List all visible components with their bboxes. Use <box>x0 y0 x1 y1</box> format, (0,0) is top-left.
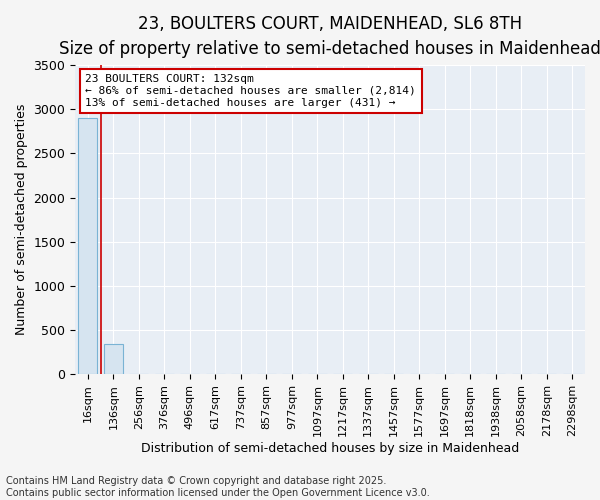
Text: Contains HM Land Registry data © Crown copyright and database right 2025.
Contai: Contains HM Land Registry data © Crown c… <box>6 476 430 498</box>
Y-axis label: Number of semi-detached properties: Number of semi-detached properties <box>15 104 28 336</box>
Bar <box>104 344 123 374</box>
Bar <box>79 118 97 374</box>
X-axis label: Distribution of semi-detached houses by size in Maidenhead: Distribution of semi-detached houses by … <box>141 442 519 455</box>
Title: 23, BOULTERS COURT, MAIDENHEAD, SL6 8TH
Size of property relative to semi-detach: 23, BOULTERS COURT, MAIDENHEAD, SL6 8TH … <box>59 15 600 58</box>
Text: 23 BOULTERS COURT: 132sqm
← 86% of semi-detached houses are smaller (2,814)
13% : 23 BOULTERS COURT: 132sqm ← 86% of semi-… <box>85 74 416 108</box>
